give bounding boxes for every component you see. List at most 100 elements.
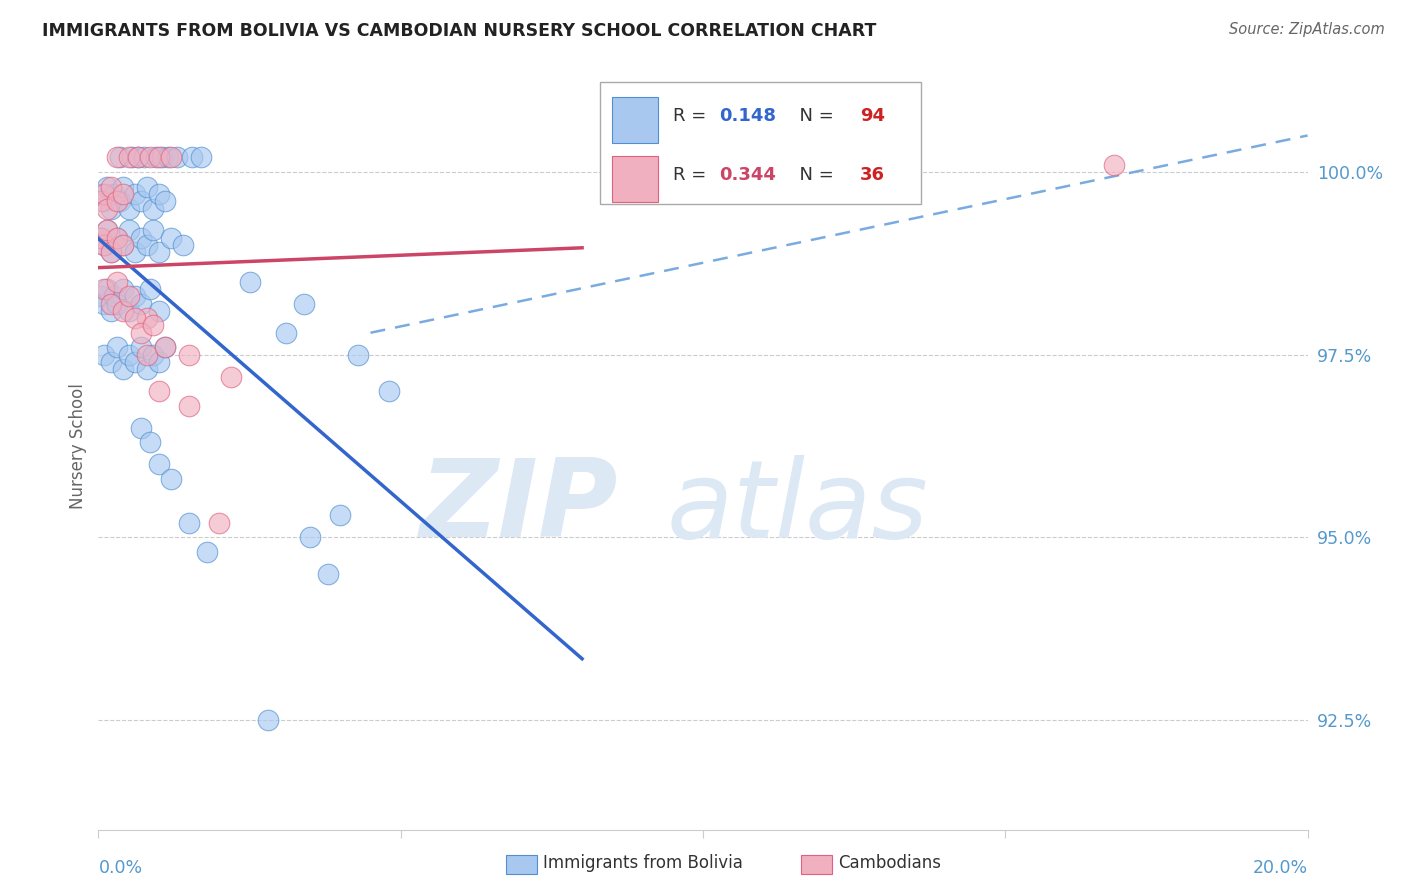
Point <box>93 238 115 252</box>
Text: atlas: atlas <box>666 455 928 560</box>
Point <box>105 231 128 245</box>
Text: 0.344: 0.344 <box>718 166 776 185</box>
Point <box>148 355 170 369</box>
Point <box>96 202 118 216</box>
Point <box>208 516 231 530</box>
Point <box>111 238 134 252</box>
Point <box>299 530 322 544</box>
Point <box>96 223 118 237</box>
Point <box>292 296 315 310</box>
Point <box>179 348 201 362</box>
Point <box>118 202 141 216</box>
Y-axis label: Nursery School: Nursery School <box>69 383 87 509</box>
Point <box>135 238 157 252</box>
Point <box>129 194 152 209</box>
Point <box>129 296 152 310</box>
Point <box>239 275 262 289</box>
Point <box>129 326 152 340</box>
Text: 0.0%: 0.0% <box>98 859 142 877</box>
Point <box>111 303 134 318</box>
Text: Immigrants from Bolivia: Immigrants from Bolivia <box>543 855 742 872</box>
Point <box>139 150 162 164</box>
Point <box>127 150 149 164</box>
Point <box>90 289 112 303</box>
Text: R =: R = <box>672 166 711 185</box>
Point <box>148 245 170 260</box>
Point <box>135 362 157 376</box>
Point <box>111 179 134 194</box>
Point <box>100 179 122 194</box>
Point <box>100 355 122 369</box>
Point <box>103 186 125 201</box>
Point <box>256 713 278 727</box>
Text: N =: N = <box>787 166 839 185</box>
Point <box>105 150 128 164</box>
Text: 0.148: 0.148 <box>718 107 776 125</box>
Point <box>108 194 131 209</box>
Point <box>139 435 162 450</box>
Point <box>377 384 399 399</box>
Point <box>124 311 146 326</box>
Point <box>139 282 162 296</box>
Point <box>160 472 183 486</box>
Point <box>118 303 141 318</box>
Point <box>100 303 122 318</box>
Point <box>93 194 115 209</box>
Text: IMMIGRANTS FROM BOLIVIA VS CAMBODIAN NURSERY SCHOOL CORRELATION CHART: IMMIGRANTS FROM BOLIVIA VS CAMBODIAN NUR… <box>42 22 876 40</box>
Point <box>93 348 115 362</box>
Point <box>111 238 134 252</box>
Point <box>129 421 152 435</box>
Bar <box>613 156 658 202</box>
Point <box>100 296 122 310</box>
Point <box>93 186 115 201</box>
Point <box>156 150 179 164</box>
Point <box>195 545 218 559</box>
Point <box>274 326 297 340</box>
Point <box>142 223 165 237</box>
Point <box>111 362 134 376</box>
Point <box>179 516 201 530</box>
Point <box>142 202 165 216</box>
Point <box>103 289 125 303</box>
Point <box>96 223 118 237</box>
Point <box>135 179 157 194</box>
Point <box>111 282 134 296</box>
Point <box>190 150 212 164</box>
Point <box>96 179 118 194</box>
Point <box>121 150 143 164</box>
Point <box>105 231 128 245</box>
Point <box>153 194 176 209</box>
Point <box>118 223 141 237</box>
Point <box>160 231 183 245</box>
Text: Source: ZipAtlas.com: Source: ZipAtlas.com <box>1229 22 1385 37</box>
Point <box>105 194 128 209</box>
Point <box>150 150 173 164</box>
Point <box>148 457 170 471</box>
Point <box>93 238 115 252</box>
Point <box>108 150 131 164</box>
Point <box>124 245 146 260</box>
Point <box>96 282 118 296</box>
Point <box>118 348 141 362</box>
Point <box>181 150 204 164</box>
Point <box>100 245 122 260</box>
Point <box>90 231 112 245</box>
Point <box>347 348 370 362</box>
Text: 36: 36 <box>860 166 886 185</box>
Point <box>160 150 183 164</box>
Bar <box>613 97 658 143</box>
Point <box>124 289 146 303</box>
Point <box>135 311 157 326</box>
Text: Cambodians: Cambodians <box>838 855 941 872</box>
Point <box>118 289 141 303</box>
Point <box>316 566 339 581</box>
Point <box>148 384 170 399</box>
Point <box>153 340 176 354</box>
Point <box>90 186 112 201</box>
Point <box>153 340 176 354</box>
Point <box>329 508 352 523</box>
Point <box>124 355 146 369</box>
Point <box>172 238 194 252</box>
Point <box>90 194 112 209</box>
Point <box>135 348 157 362</box>
